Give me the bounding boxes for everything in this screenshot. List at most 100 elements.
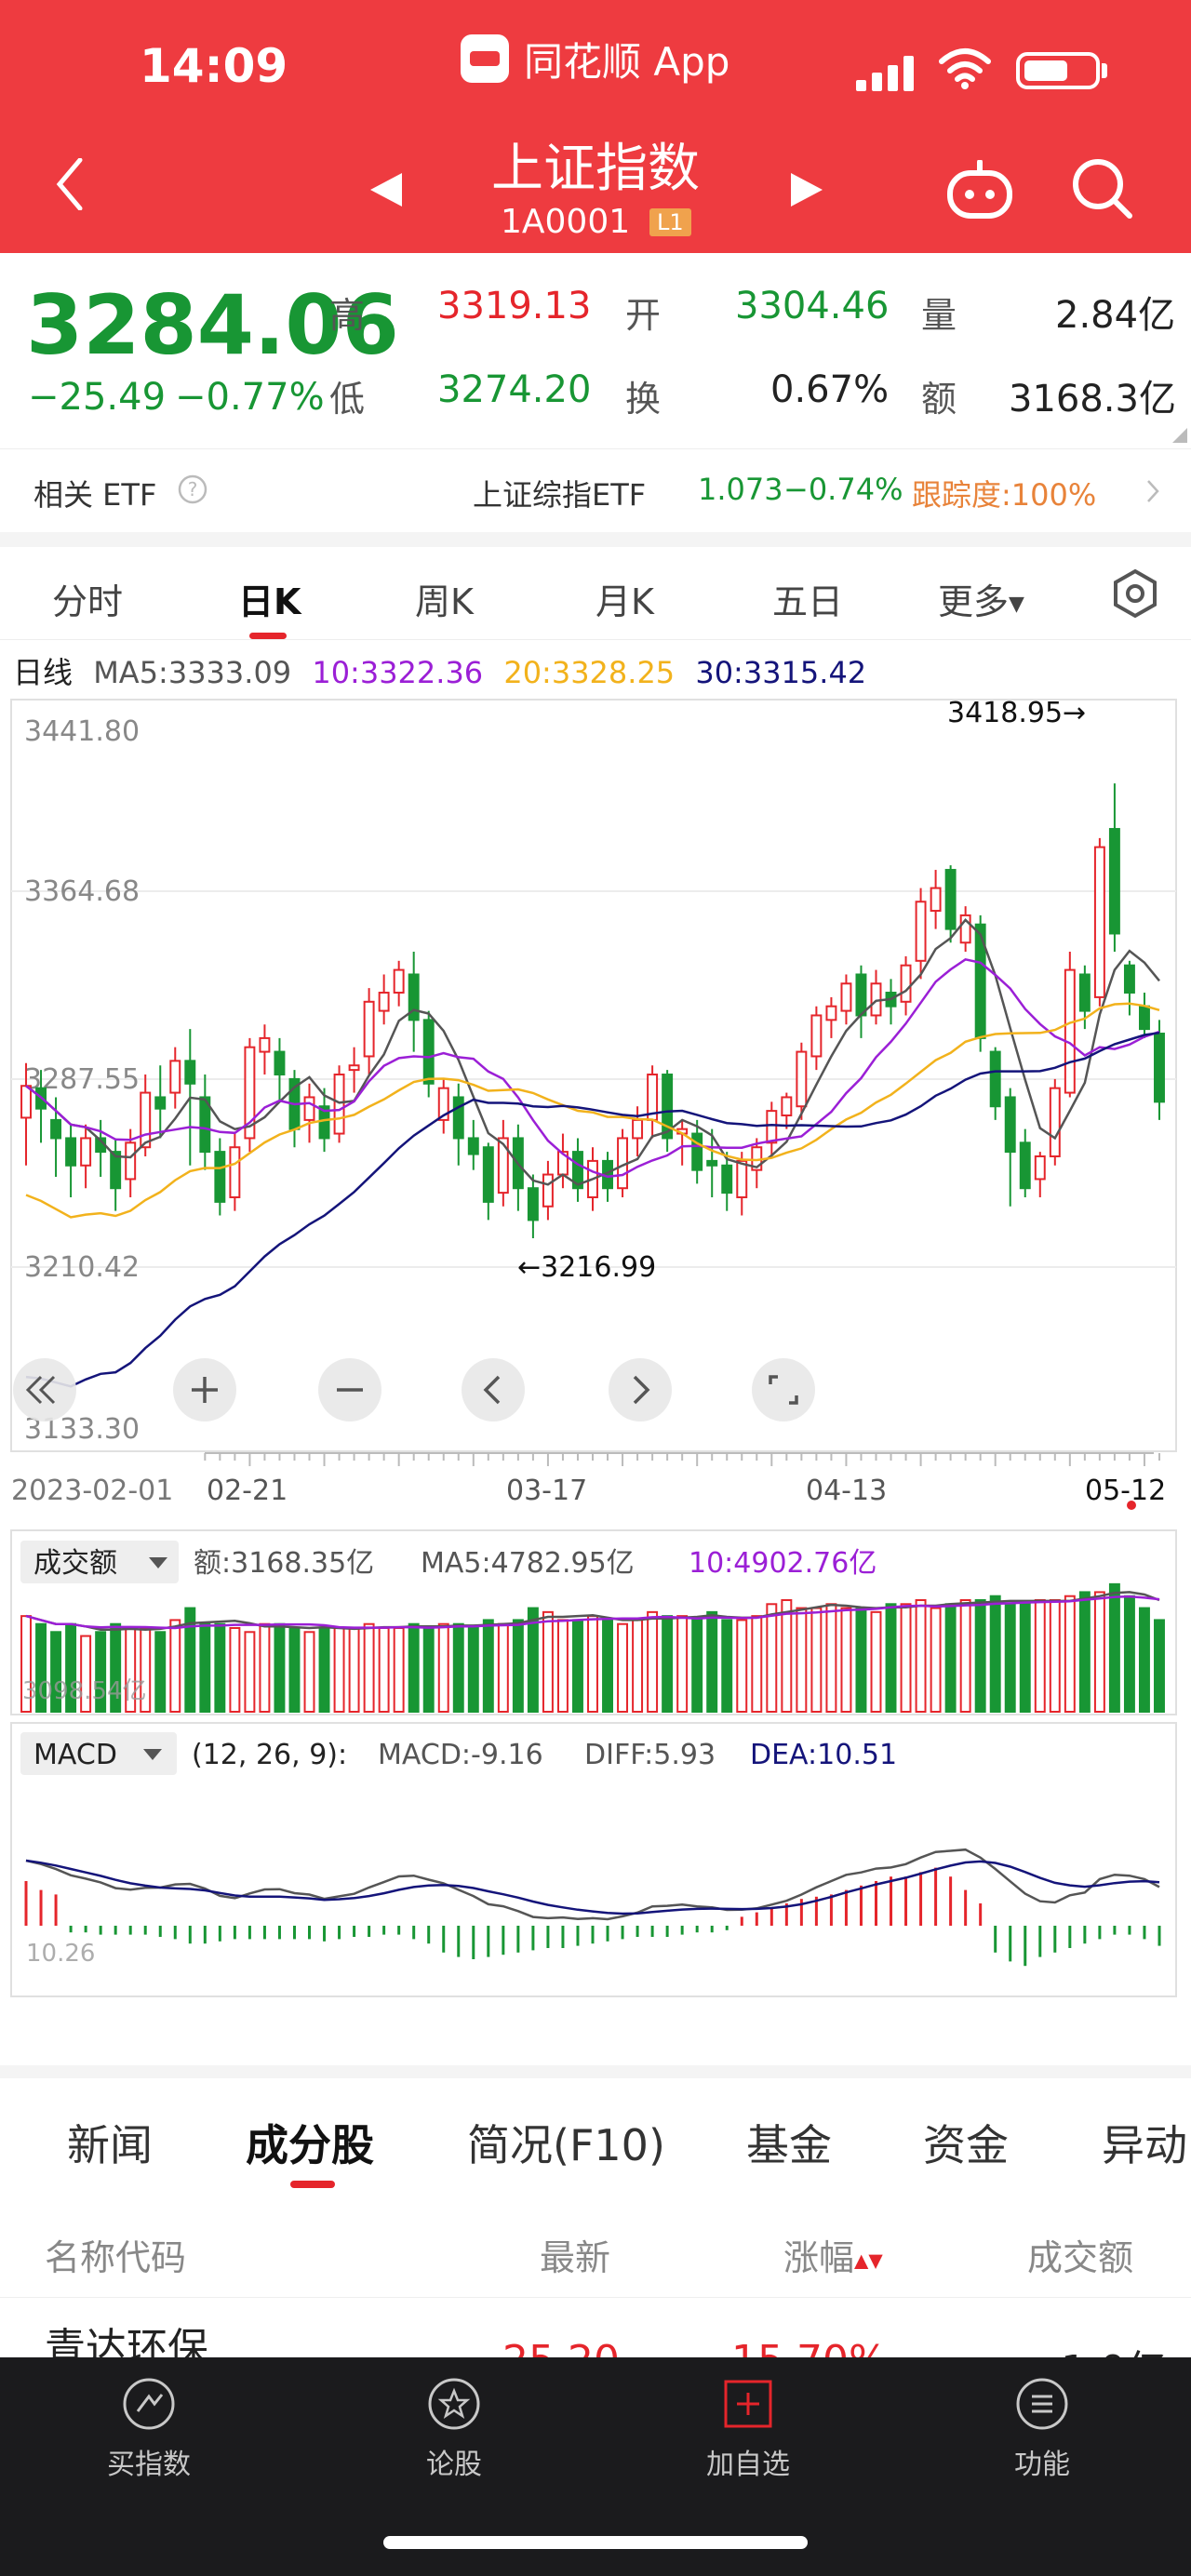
volume-bar [542, 1610, 554, 1713]
expand-corner-icon[interactable] [1172, 428, 1187, 443]
volume-bar [303, 1631, 315, 1713]
scroll-left-button[interactable] [462, 1358, 525, 1421]
nav-buy-index[interactable]: 买指数 [56, 2376, 242, 2482]
info-tabs: 新闻 成分股 简况(F10) 基金 资金 异动 [0, 2078, 1191, 2199]
active-tab-indicator [290, 2181, 335, 2188]
candle-body [65, 1137, 77, 1167]
candle-body [303, 1096, 315, 1121]
col-latest[interactable]: 最新 [540, 2237, 611, 2278]
zoom-out-button[interactable] [318, 1358, 381, 1421]
nav-label: 加自选 [706, 2449, 790, 2481]
kline-chart[interactable]: 3441.80 3364.68 3287.55 3210.42 3133.30 … [0, 688, 1191, 2056]
tab-movements[interactable]: 异动 [1102, 2120, 1187, 2170]
tab-monthly-k[interactable]: 月K [596, 581, 654, 622]
search-icon[interactable] [1070, 156, 1135, 221]
y-tick-label: 3441.80 [24, 715, 140, 748]
tab-intraday[interactable]: 分时 [52, 581, 124, 622]
menu-icon [1016, 2378, 1068, 2430]
volume-indicator-selector[interactable] [20, 1541, 179, 1583]
volume-bar [706, 1610, 718, 1713]
volume-indicator-label: 成交额 [33, 1547, 117, 1580]
kline-tabs: 分时 日K 周K 月K 五日 更多▼ [0, 547, 1191, 640]
app-logo-icon [461, 34, 509, 83]
tab-capital[interactable]: 资金 [923, 2120, 1009, 2170]
volume-bar [259, 1622, 271, 1714]
robot-assistant-icon[interactable] [945, 160, 1014, 220]
prev-stock-icon[interactable] [370, 173, 402, 207]
tab-five-day[interactable]: 五日 [772, 581, 844, 622]
candle-body [930, 887, 942, 913]
stock-latest: 25.20 [502, 2337, 620, 2357]
volume-bar [944, 1603, 957, 1713]
nav-add-watchlist[interactable]: 加自选 [655, 2376, 841, 2482]
volume-bar [989, 1595, 1001, 1714]
candle-body [452, 1096, 464, 1140]
nav-discuss[interactable]: 论股 [361, 2376, 547, 2482]
volume-bar [467, 1627, 479, 1713]
volume-bar [393, 1627, 405, 1713]
tab-funds[interactable]: 基金 [746, 2120, 832, 2170]
turnover-label: 换 [625, 379, 662, 420]
candle-body [333, 1074, 345, 1135]
candle-body [796, 1050, 808, 1108]
diff-value: DIFF:5.93 [584, 1739, 716, 1771]
wifi-icon [939, 48, 991, 89]
candle-body [810, 1014, 823, 1058]
tab-profile-f10[interactable]: 简况(F10) [467, 2120, 665, 2170]
col-change[interactable]: 涨幅▲▼ [783, 2237, 883, 2278]
x-tick-label: 04-13 [806, 1475, 887, 1507]
ma5-value: MA5:3333.09 [93, 655, 292, 690]
fullscreen-button[interactable] [752, 1358, 815, 1421]
tab-news[interactable]: 新闻 [67, 2120, 153, 2170]
next-stock-icon[interactable] [791, 173, 823, 207]
candle-body [363, 1000, 375, 1058]
candle-body [199, 1096, 211, 1154]
table-row[interactable]: 青达环保 25.20 15.70% 1.0亿 [0, 2298, 1191, 2357]
macd-axis-label: 10.26 [26, 1940, 95, 1968]
candle-body [184, 1060, 196, 1085]
volume-bar [572, 1619, 583, 1714]
nav-label: 功能 [1014, 2449, 1070, 2481]
macd-indicator-selector[interactable] [20, 1732, 177, 1775]
zoom-in-button[interactable] [173, 1358, 236, 1421]
tab-more[interactable]: 更多▼ [938, 581, 1024, 622]
candle-body [437, 1087, 449, 1121]
volume-bar [974, 1599, 986, 1713]
col-amount[interactable]: 成交额 [1027, 2237, 1134, 2278]
discuss-icon [428, 2378, 480, 2430]
back-icon[interactable] [56, 158, 84, 210]
nav-functions[interactable]: 功能 [949, 2376, 1135, 2482]
volume-ma5-line [25, 1591, 1160, 1631]
turnover-value: 0.67% [770, 368, 890, 411]
tab-weekly-k[interactable]: 周K [415, 581, 474, 622]
candle-body [1049, 1087, 1061, 1157]
candle-body [50, 1118, 62, 1140]
candle-body [259, 1036, 271, 1053]
volume-bar [885, 1603, 897, 1713]
tab-constituents[interactable]: 成分股 [246, 2120, 374, 2170]
candle-body [274, 1050, 286, 1076]
etf-price: 1.073 [698, 472, 783, 507]
candle-body [467, 1137, 479, 1155]
svg-text:?: ? [188, 478, 198, 501]
open-value: 3304.46 [735, 285, 890, 327]
current-price: 3284.06 [26, 277, 399, 373]
volume-bar [1123, 1595, 1135, 1714]
related-etf-row[interactable]: 相关 ETF ? 上证综指ETF 1.073 −0.74% 跟踪度:100% [0, 448, 1191, 532]
battery-icon [1016, 52, 1100, 89]
home-indicator [383, 2536, 808, 2549]
volume-bar [781, 1599, 793, 1713]
tab-daily-k[interactable]: 日K [238, 581, 301, 622]
volume-bar [512, 1619, 524, 1714]
candle-body [169, 1060, 181, 1094]
chart-settings-icon[interactable] [1109, 567, 1161, 620]
app-name: 同花顺 App [461, 33, 729, 85]
scroll-right-button[interactable] [609, 1358, 672, 1421]
help-icon[interactable]: ? [177, 474, 208, 505]
volume-bar [959, 1599, 971, 1713]
macd-params: (12, 26, 9): [192, 1739, 347, 1771]
candle-body [1138, 1005, 1150, 1031]
app-header: 14:09 同花顺 App 上证指数 1A0001 L1 [0, 0, 1191, 253]
volume-bar [676, 1615, 689, 1714]
collapse-button[interactable] [13, 1358, 76, 1421]
